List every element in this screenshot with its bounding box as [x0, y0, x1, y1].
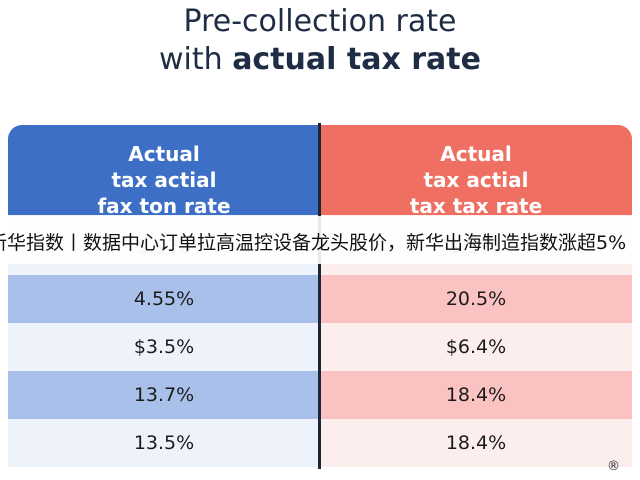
table-cell: 4.55%: [8, 275, 320, 323]
banner-text: 新华指数丨数据中心订单拉高温控设备龙头股价，新华出海制造指数涨超5%: [0, 232, 627, 254]
banner: 新华指数丨数据中心订单拉高温控设备龙头股价，新华出海制造指数涨超5%: [0, 216, 640, 264]
table-cell: 18.4%: [320, 371, 632, 419]
title-bold: actual tax rate: [232, 42, 481, 77]
table-cell: 13.5%: [8, 419, 320, 467]
table-cell: $3.5%: [8, 323, 320, 371]
column-header: Actual tax actial fax ton rate: [8, 125, 320, 218]
header-line: tax tax rate: [409, 194, 543, 218]
table-cell: $6.4%: [320, 323, 632, 371]
table-cell: 20.5%: [320, 275, 632, 323]
column-header: Actual tax actial tax tax rate: [320, 125, 632, 218]
title: with actual tax rate: [0, 42, 640, 77]
header-line: Actual: [440, 142, 512, 166]
title-light: with: [158, 42, 223, 77]
header-line: tax actial: [423, 168, 529, 192]
divider: [318, 123, 321, 469]
header-line: tax actial: [111, 168, 217, 192]
table-cell: 13.7%: [8, 371, 320, 419]
header-line: fax ton rate: [97, 194, 231, 218]
table-cell: 18.4%: [320, 419, 632, 467]
header-line: Actual: [128, 142, 200, 166]
title: Pre-collection rate: [183, 4, 457, 39]
footer-mark: ®: [607, 459, 620, 474]
